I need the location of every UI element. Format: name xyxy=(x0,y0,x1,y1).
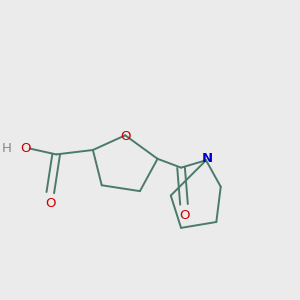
Text: H: H xyxy=(2,142,12,155)
Text: N: N xyxy=(201,152,212,165)
Text: O: O xyxy=(179,209,189,222)
Text: O: O xyxy=(45,197,56,210)
Text: O: O xyxy=(120,130,130,143)
Text: O: O xyxy=(21,142,31,155)
